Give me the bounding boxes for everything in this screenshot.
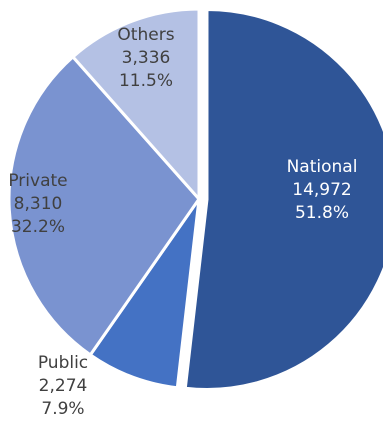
data-label-private: Private 8,310 32.2% — [8, 171, 67, 237]
data-label-category: Private — [8, 171, 67, 191]
pie-slice-national — [183, 7, 383, 391]
pie-slice-private — [7, 55, 201, 357]
data-label-value: 14,972 — [292, 180, 351, 200]
data-label-percent: 32.2% — [11, 217, 65, 237]
data-label-percent: 7.9% — [41, 399, 84, 419]
data-label-value: 8,310 — [14, 194, 63, 214]
data-label-public: Public 2,274 7.9% — [38, 353, 88, 419]
data-label-national: National 14,972 51.8% — [287, 157, 358, 223]
data-label-others: Others 3,336 11.5% — [117, 25, 174, 91]
data-label-value: 2,274 — [39, 376, 88, 396]
labels-layer: National 14,972 51.8% Public 2,274 7.9% Privat… — [8, 25, 357, 419]
data-label-percent: 51.8% — [295, 203, 349, 223]
data-label-category: Others — [117, 25, 174, 45]
slices-layer — [7, 7, 383, 391]
data-label-category: National — [287, 157, 358, 177]
pie-slice-public — [88, 197, 201, 390]
data-label-value: 3,336 — [122, 48, 171, 68]
pie-slice-others — [71, 7, 201, 201]
data-label-category: Public — [38, 353, 88, 373]
data-label-percent: 11.5% — [119, 71, 173, 91]
